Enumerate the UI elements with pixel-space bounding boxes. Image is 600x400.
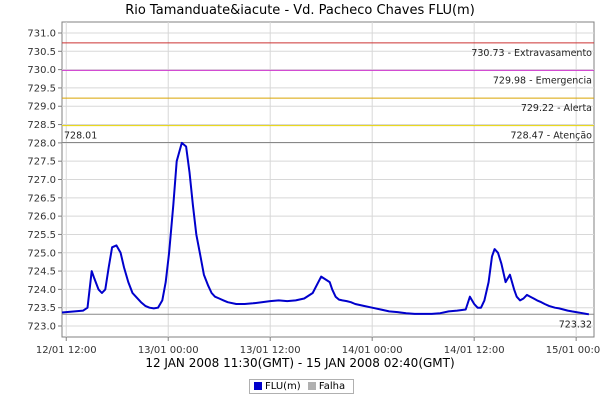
y-tick-label: 731.0: [27, 28, 56, 39]
x-tick-label: 13/01 00:00: [138, 345, 199, 356]
chart-subtitle: 12 JAN 2008 11:30(GMT) - 15 JAN 2008 02:…: [145, 356, 455, 370]
threshold-label: 723.32: [559, 319, 592, 330]
legend-entry-flu: FLU(m): [254, 381, 301, 392]
x-tick-label: 13/01 12:00: [240, 345, 301, 356]
x-tick-label: 14/01 12:00: [444, 345, 505, 356]
threshold-label: 728.01: [64, 131, 97, 142]
x-tick-label: 14/01 00:00: [342, 345, 403, 356]
threshold-label: 729.22 - Alerta: [521, 103, 592, 114]
threshold-label: 730.73 - Extravasamento: [471, 48, 592, 59]
y-tick-label: 725.5: [27, 230, 56, 241]
legend-label-flu: FLU(m): [265, 381, 301, 392]
series-line-flu: [61, 141, 590, 316]
legend: FLU(m) Falha: [249, 379, 355, 394]
chart-title: Rio Tamanduate&iacute - Vd. Pacheco Chav…: [125, 3, 475, 18]
legend-swatch-falha: [307, 382, 316, 390]
threshold-label: 728.47 - Atenção: [511, 131, 593, 142]
y-tick-label: 728.5: [27, 120, 56, 131]
y-tick-label: 724.5: [27, 267, 56, 278]
y-tick-label: 726.0: [27, 212, 56, 223]
y-tick-label: 730.5: [27, 47, 56, 58]
threshold-lines: 730.73 - Extravasamento 729.98 - Emergenc…: [62, 42, 594, 330]
y-tick-label: 723.0: [27, 322, 56, 333]
y-tick-label: 726.5: [27, 193, 56, 204]
legend-swatch-flu: [254, 382, 262, 390]
legend-label-falha: Falha: [318, 381, 346, 392]
grid-lines: [62, 22, 594, 337]
x-tick-label: 15/01 00:00: [546, 345, 600, 356]
y-tick-label: 729.0: [27, 102, 56, 113]
legend-entry-falha: Falha: [307, 381, 346, 392]
y-tick-label: 729.5: [27, 83, 56, 94]
y-tick-label: 727.0: [27, 175, 56, 186]
series-lines: [61, 141, 590, 316]
y-tick-label: 723.5: [27, 303, 56, 314]
y-tick-label: 727.5: [27, 157, 56, 168]
y-tick-label: 728.0: [27, 138, 56, 149]
x-tick-label: 12/01 12:00: [36, 345, 97, 356]
y-tick-label: 730.0: [27, 65, 56, 76]
y-tick-label: 724.0: [27, 285, 56, 296]
threshold-label: 729.98 - Emergencia: [493, 75, 592, 86]
axis-ticks: 723.0 723.5 724.0 724.5 725.0 725.5 726.0 726.5…: [27, 28, 600, 356]
y-tick-label: 725.0: [27, 248, 56, 259]
